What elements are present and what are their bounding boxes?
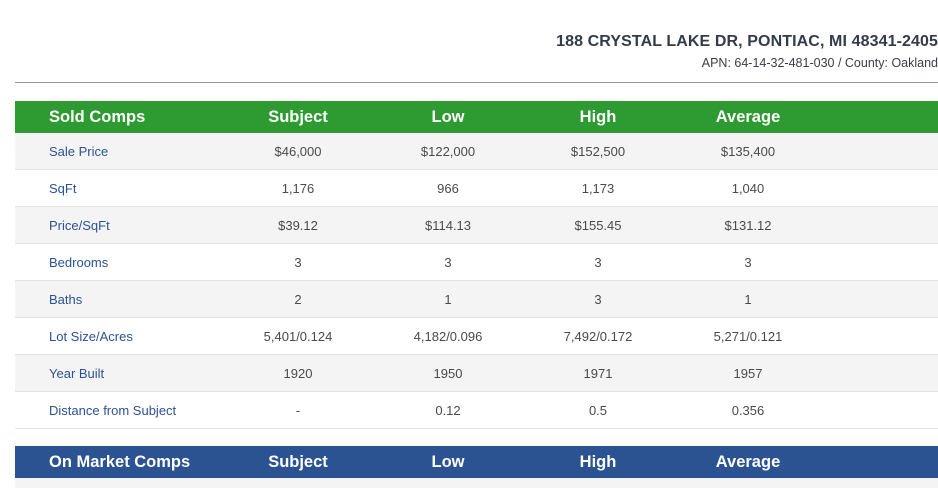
cell-low: $122,000 <box>373 133 523 170</box>
cell-high: $152,500 <box>523 133 673 170</box>
on-market-comps-title: On Market Comps <box>15 446 223 478</box>
header-divider <box>15 82 938 83</box>
row-label: Price/SqFt <box>15 206 223 244</box>
column-header-subject: Subject <box>223 446 373 478</box>
cell-high: 1971 <box>523 354 673 392</box>
cell-spacer <box>823 206 938 244</box>
row-label: Lot Size/Acres <box>15 317 223 355</box>
cell-subject: 5,401/0.124 <box>223 317 373 355</box>
table-row: Baths 2 1 3 1 <box>15 280 938 318</box>
cell-low: 0.12 <box>373 391 523 429</box>
cell-spacer <box>823 354 938 392</box>
report-header: 188 CRYSTAL LAKE DR, PONTIAC, MI 48341-2… <box>0 0 938 84</box>
cell-subject: 3 <box>223 243 373 281</box>
cell-high: 3 <box>523 280 673 318</box>
cell-subject: - <box>223 391 373 429</box>
cell-average: 0.356 <box>673 391 823 429</box>
cell-subject: 2 <box>223 280 373 318</box>
cell-high: $155.45 <box>523 206 673 244</box>
property-address: 188 CRYSTAL LAKE DR, PONTIAC, MI 48341-2… <box>556 33 938 50</box>
cell-low: 1950 <box>373 354 523 392</box>
apn-county-line: APN: 64-14-32-481-030 / County: Oakland <box>701 56 938 70</box>
column-header-subject: Subject <box>223 101 373 133</box>
cell-subject: $39.12 <box>223 206 373 244</box>
row-label: SqFt <box>15 169 223 207</box>
column-header-spacer <box>823 446 938 478</box>
cell-high: 0.5 <box>523 391 673 429</box>
cell-spacer <box>823 317 938 355</box>
cell-average: 3 <box>673 243 823 281</box>
cell-low: 4,182/0.096 <box>373 317 523 355</box>
cell-average: 5,271/0.121 <box>673 317 823 355</box>
cell-average: $131.12 <box>673 206 823 244</box>
table-row: Price/SqFt $39.12 $114.13 $155.45 $131.1… <box>15 206 938 244</box>
cell-subject: $46,000 <box>223 133 373 170</box>
table-row: Bedrooms 3 3 3 3 <box>15 243 938 281</box>
row-label: Year Built <box>15 354 223 392</box>
cell-average: 1 <box>673 280 823 318</box>
table-row: SqFt 1,176 966 1,173 1,040 <box>15 169 938 207</box>
column-header-average: Average <box>673 446 823 478</box>
table-row: Lot Size/Acres 5,401/0.124 4,182/0.096 7… <box>15 317 938 355</box>
table-row: Year Built 1920 1950 1971 1957 <box>15 354 938 392</box>
cell-spacer <box>823 243 938 281</box>
cell-subject: 1920 <box>223 354 373 392</box>
cell-high: 1,173 <box>523 169 673 207</box>
cell-spacer <box>823 133 938 170</box>
cell-low: 966 <box>373 169 523 207</box>
table-row-partial <box>15 478 938 488</box>
sold-comps-header-row: Sold Comps Subject Low High Average <box>15 101 938 133</box>
cell-average: 1957 <box>673 354 823 392</box>
cell-subject: 1,176 <box>223 169 373 207</box>
table-row: Sale Price $46,000 $122,000 $152,500 $13… <box>15 133 938 170</box>
cell-low: 1 <box>373 280 523 318</box>
row-label: Sale Price <box>15 133 223 170</box>
column-header-low: Low <box>373 446 523 478</box>
column-header-high: High <box>523 446 673 478</box>
cell-spacer <box>823 391 938 429</box>
cell-low: $114.13 <box>373 206 523 244</box>
cell-average: $135,400 <box>673 133 823 170</box>
row-label: Distance from Subject <box>15 391 223 429</box>
cell-high: 7,492/0.172 <box>523 317 673 355</box>
cell-spacer <box>823 169 938 207</box>
row-label: Baths <box>15 280 223 318</box>
column-header-low: Low <box>373 101 523 133</box>
table-row: Distance from Subject - 0.12 0.5 0.356 <box>15 391 938 429</box>
column-header-high: High <box>523 101 673 133</box>
on-market-comps-table: On Market Comps Subject Low High Average <box>15 446 938 488</box>
cell-high: 3 <box>523 243 673 281</box>
column-header-average: Average <box>673 101 823 133</box>
partial-row-cell <box>15 478 938 488</box>
on-market-comps-header-row: On Market Comps Subject Low High Average <box>15 446 938 478</box>
sold-comps-table: Sold Comps Subject Low High Average Sale… <box>15 101 938 429</box>
cell-average: 1,040 <box>673 169 823 207</box>
cell-spacer <box>823 280 938 318</box>
sold-comps-title: Sold Comps <box>15 101 223 133</box>
cell-low: 3 <box>373 243 523 281</box>
column-header-spacer <box>823 101 938 133</box>
row-label: Bedrooms <box>15 243 223 281</box>
